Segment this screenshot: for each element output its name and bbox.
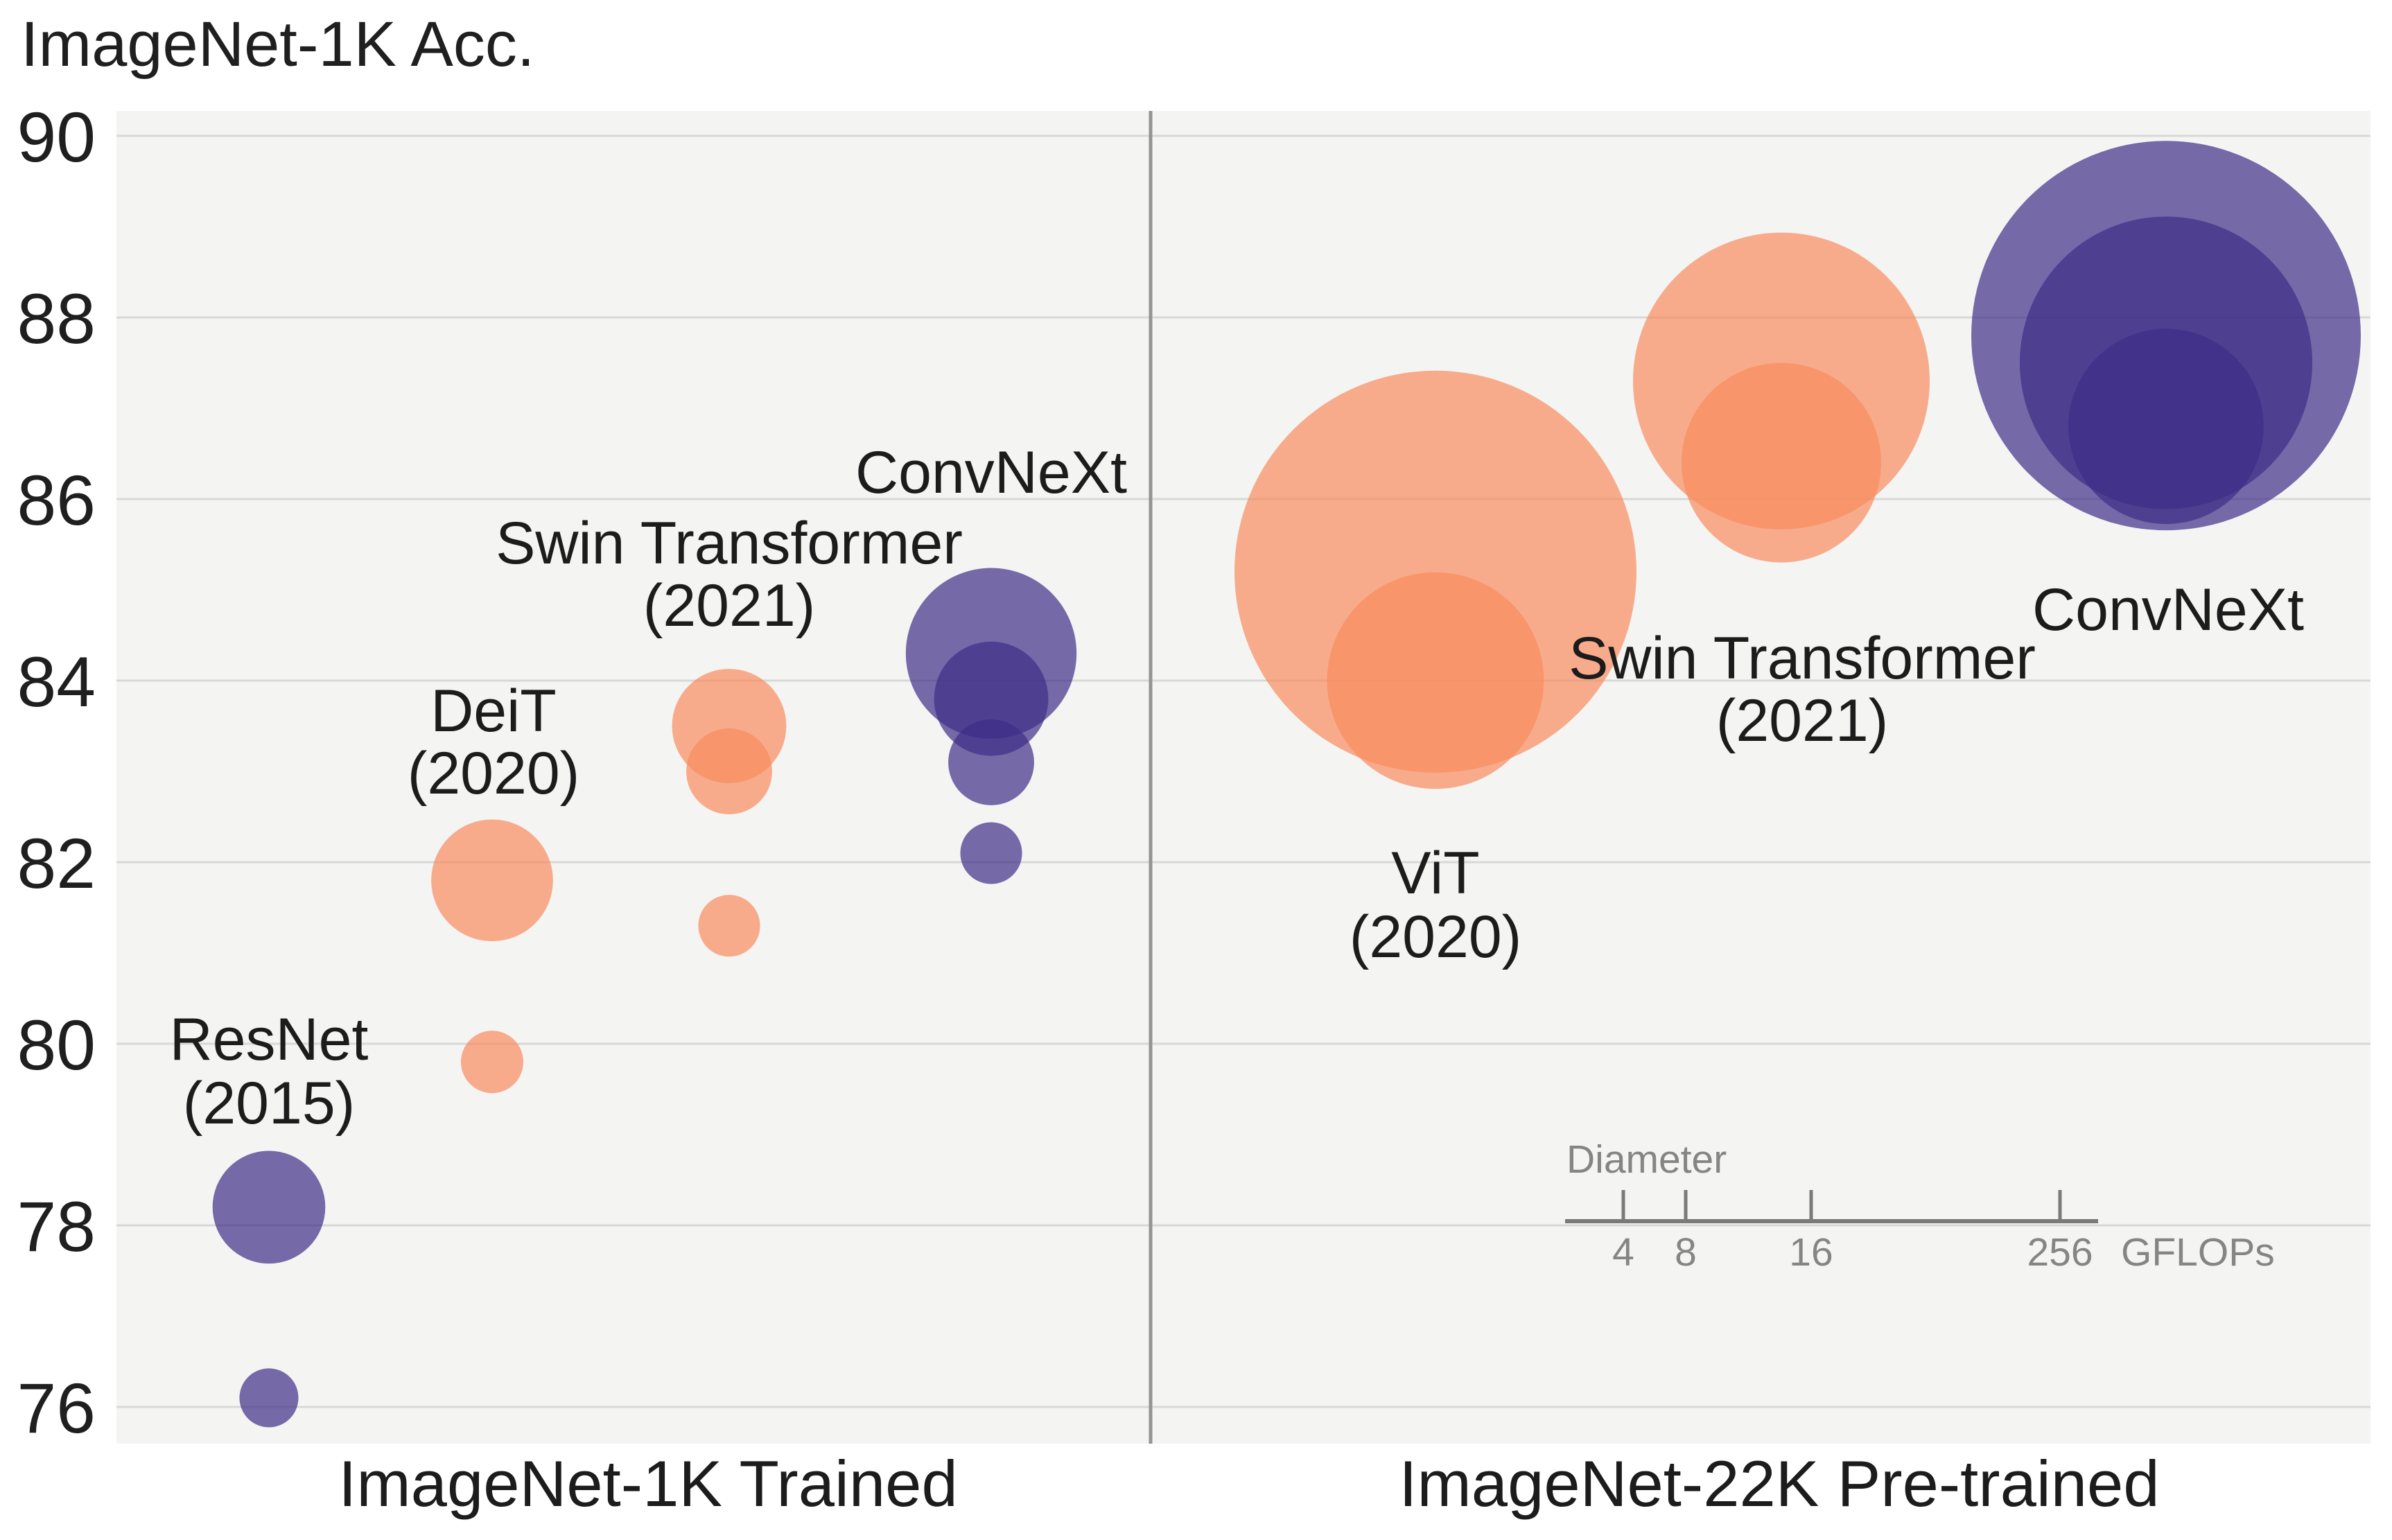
cluster-label-convnext-p1-line0: ConvNeXt — [2032, 577, 2304, 643]
legend-tick-label-256: 256 — [2027, 1230, 2093, 1275]
bubble-layer — [212, 141, 2361, 1428]
y-tick-label-82: 82 — [17, 824, 96, 903]
cluster-label-deit-p0-line1: (2020) — [408, 740, 580, 807]
cluster-label-layer: ResNet(2015)DeiT(2020)Swin Transformer(2… — [170, 439, 2304, 1137]
bubble-convnext-86.8 — [2068, 329, 2264, 525]
chart-title: ImageNet-1K Acc. — [21, 9, 534, 80]
bubble-convnext-83.8 — [934, 641, 1049, 756]
y-tick-label-78: 78 — [17, 1187, 96, 1266]
cluster-label-swin-transformer-p1-line1: (2021) — [1716, 688, 1889, 754]
legend-tick-label-16: 16 — [1789, 1230, 1833, 1275]
x-axis-label-imagenet-22k-pretrained: ImageNet-22K Pre-trained — [1399, 1447, 2159, 1520]
axis-label-layer: 76 78 80 82 84 86 88 90 — [17, 98, 96, 1448]
cluster-label-swin-transformer-p0-line0: Swin Transformer — [496, 510, 963, 577]
bubble-swin-transformer-86.4 — [1682, 362, 1881, 563]
y-tick-label-90: 90 — [17, 98, 96, 177]
bubble-resnet-76.1 — [239, 1368, 299, 1428]
legend-tick-label-4: 4 — [1612, 1230, 1634, 1275]
x-axis-label-imagenet-1k-trained: ImageNet-1K Trained — [338, 1447, 957, 1520]
legend-title: Diameter — [1566, 1137, 1727, 1182]
legend-unit-gflops: GFLOPs — [2121, 1230, 2275, 1275]
cluster-label-resnet-p0-line0: ResNet — [170, 1006, 369, 1073]
legend-layer: 4 8 16 256 — [1565, 1190, 2098, 1275]
bubble-vit-84 — [1327, 572, 1544, 789]
bubble-deit-79.8 — [460, 1031, 524, 1094]
bubble-swin-transformer-81.3 — [698, 895, 760, 957]
bubble-deit-81.8 — [431, 819, 553, 942]
bubble-convnext-83.1 — [948, 719, 1034, 805]
y-tick-label-76: 76 — [17, 1369, 96, 1448]
bubble-convnext-82.1 — [960, 822, 1022, 884]
cluster-label-swin-transformer-p1-line0: Swin Transformer — [1569, 625, 2036, 692]
y-tick-label-86: 86 — [17, 461, 96, 540]
cluster-label-convnext-p0-line0: ConvNeXt — [855, 439, 1127, 506]
cluster-label-resnet-p0-line1: (2015) — [183, 1070, 356, 1137]
bubble-swin-transformer-83 — [686, 728, 772, 814]
cluster-label-vit-p1-line1: (2020) — [1350, 904, 1522, 970]
legend-tick-label-8: 8 — [1675, 1230, 1697, 1275]
y-tick-label-80: 80 — [17, 1006, 96, 1085]
bubble-resnet-78.2 — [212, 1150, 326, 1264]
cluster-label-deit-p0-line0: DeiT — [430, 678, 557, 744]
y-tick-label-88: 88 — [17, 279, 96, 358]
cluster-label-swin-transformer-p0-line1: (2021) — [643, 572, 816, 639]
y-tick-label-84: 84 — [17, 642, 96, 721]
cluster-label-vit-p1-line0: ViT — [1391, 840, 1479, 907]
